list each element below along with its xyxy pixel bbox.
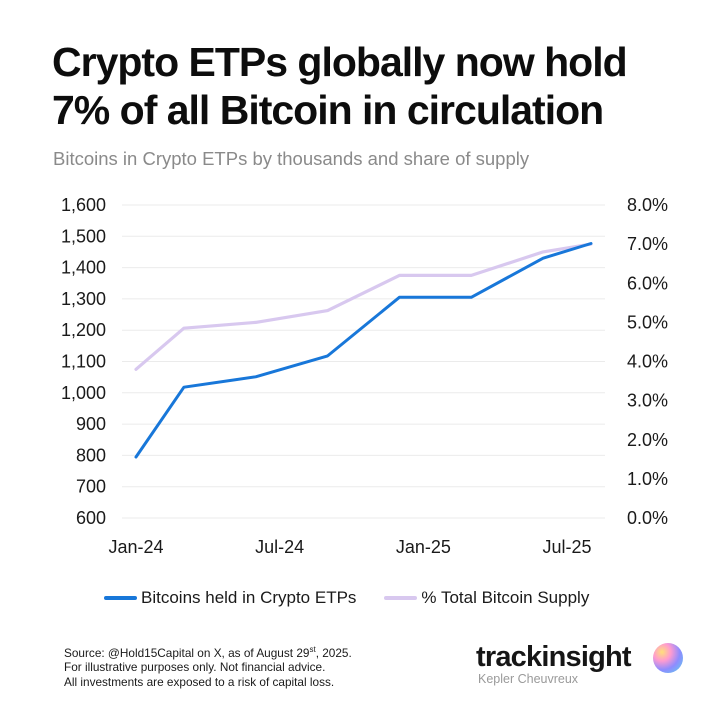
trackinsight-logo-icon <box>653 643 683 673</box>
brand-name: trackinsight <box>476 641 632 673</box>
chart-legend: Bitcoins held in Crypto ETPs % Total Bit… <box>104 588 617 608</box>
x-tick-label: Jul-24 <box>255 537 304 557</box>
y-left-tick-label: 900 <box>76 414 106 434</box>
footer-notes: Source: @Hold15Capital on X, as of Augus… <box>64 643 352 689</box>
y-left-tick-label: 1,500 <box>61 226 106 246</box>
legend-swatch-etps <box>104 596 137 600</box>
x-tick-label: Jan-25 <box>396 537 451 557</box>
y-right-tick-label: 0.0% <box>627 508 668 528</box>
x-tick-label: Jul-25 <box>543 537 592 557</box>
y-left-tick-label: 1,000 <box>61 383 106 403</box>
y-right-tick-label: 1.0% <box>627 469 668 489</box>
brand-block: trackinsight Kepler Cheuvreux <box>476 640 686 686</box>
y-right-tick-label: 8.0% <box>627 195 668 215</box>
y-right-tick-label: 7.0% <box>627 234 668 254</box>
legend-item-supply: % Total Bitcoin Supply <box>384 588 589 608</box>
footer-source-sup: st <box>309 645 316 654</box>
brand-sub: Kepler Cheuvreux <box>478 672 579 686</box>
y-left-tick-label: 600 <box>76 508 106 528</box>
y-left-tick-label: 1,400 <box>61 258 106 278</box>
y-left-tick-label: 1,300 <box>61 289 106 309</box>
y-left-tick-label: 700 <box>76 477 106 497</box>
legend-label-supply: % Total Bitcoin Supply <box>421 588 590 607</box>
footer-source: Source: @Hold15Capital on X, as of Augus… <box>64 645 352 660</box>
footer-risk: All investments are exposed to a risk of… <box>64 674 335 689</box>
y-left-tick-label: 1,100 <box>61 352 106 372</box>
footer-disclaimer: For illustrative purposes only. Not fina… <box>64 660 326 675</box>
y-right-tick-label: 4.0% <box>627 352 668 372</box>
y-right-tick-label: 5.0% <box>627 312 668 332</box>
series-line-etps <box>134 242 593 459</box>
chart-title: Crypto ETPs globally now hold 7% of all … <box>52 38 672 134</box>
legend-label-etps: Bitcoins held in Crypto ETPs <box>141 588 357 607</box>
y-left-tick-label: 1,600 <box>61 195 106 215</box>
title-line-1: Crypto ETPs globally now hold <box>52 39 628 85</box>
series-line-supply <box>134 242 593 371</box>
y-right-tick-label: 2.0% <box>627 430 668 450</box>
legend-swatch-supply <box>384 596 418 600</box>
y-left-tick-label: 800 <box>76 445 106 465</box>
y-right-tick-label: 6.0% <box>627 273 668 293</box>
title-line-2: 7% of all Bitcoin in circulation <box>52 87 604 133</box>
y-left-tick-label: 1,200 <box>61 320 106 340</box>
x-tick-label: Jan-24 <box>108 537 163 557</box>
chart-subtitle: Bitcoins in Crypto ETPs by thousands and… <box>53 148 530 169</box>
y-right-tick-label: 3.0% <box>627 391 668 411</box>
legend-item-etps: Bitcoins held in Crypto ETPs <box>104 588 356 608</box>
